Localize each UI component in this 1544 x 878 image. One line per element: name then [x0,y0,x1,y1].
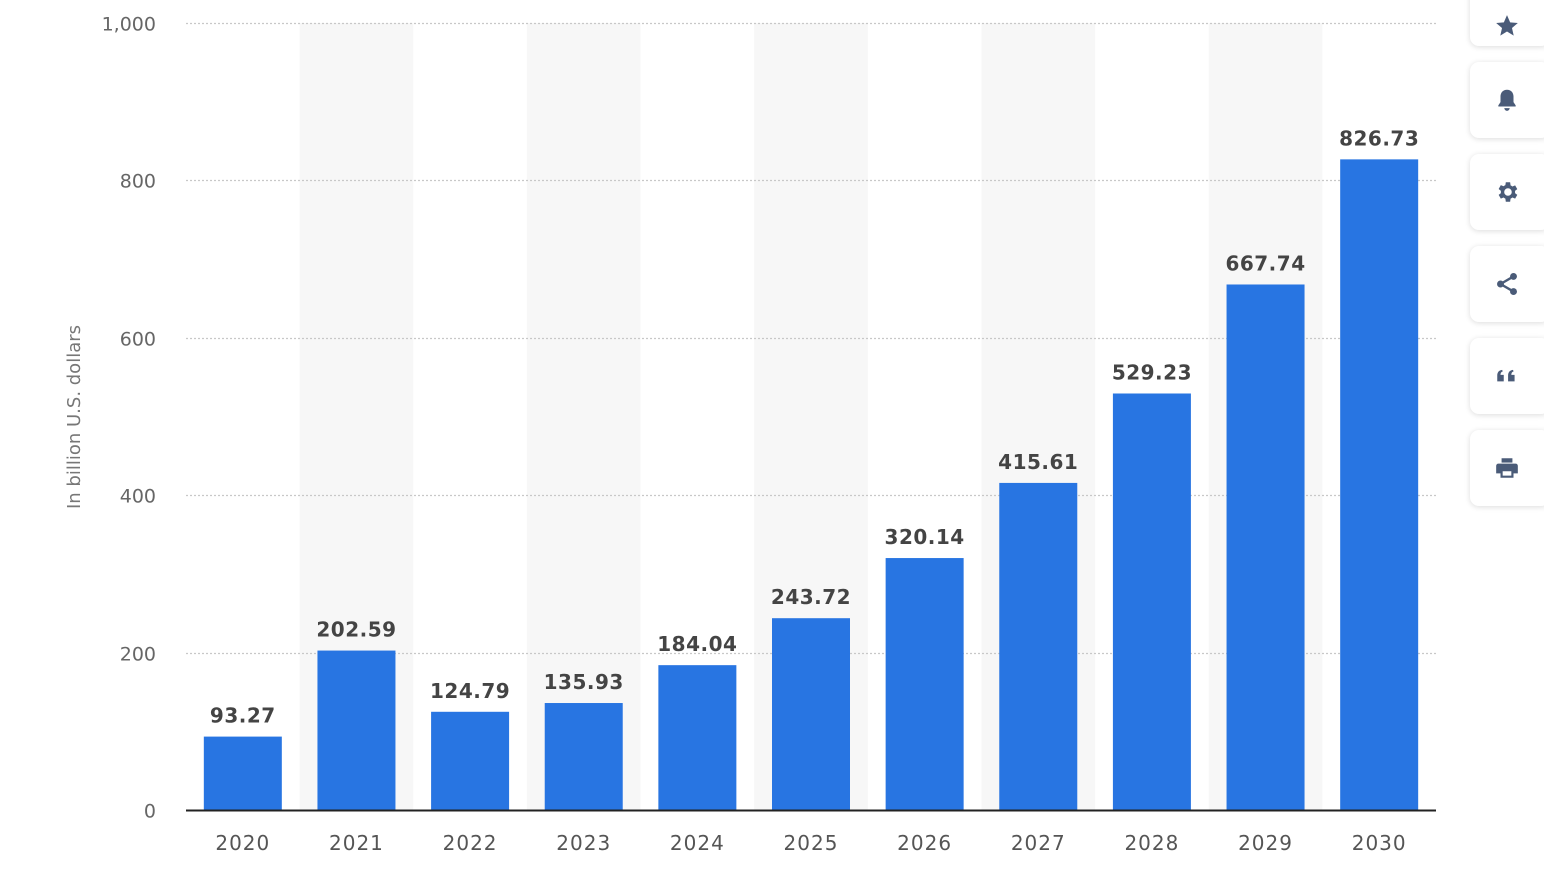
data-label-2022: 124.79 [430,679,510,703]
data-label-2023: 135.93 [544,670,624,694]
y-axis-ticks: 0 200 400 600 800 1,000 [102,14,156,823]
x-tick-label: 2030 [1352,831,1407,855]
bar-2026[interactable] [885,558,964,810]
data-label-2025: 243.72 [771,585,851,609]
x-tick-label: 2023 [556,831,611,855]
gear-icon [1493,178,1521,206]
bar-2029[interactable] [1226,284,1305,810]
bar-2021[interactable] [317,650,396,810]
notification-button[interactable] [1470,62,1544,138]
chart-area: 0 200 400 600 800 1,000 93.27 202.59 124.79 135.… [64,14,1436,855]
favorite-button[interactable] [1470,0,1544,46]
x-tick-label: 2027 [1011,831,1066,855]
x-tick-label: 2026 [897,831,952,855]
y-tick-label: 400 [120,486,156,508]
x-tick-label: 2025 [784,831,839,855]
x-tick-label: 2020 [215,831,270,855]
quote-icon [1493,362,1521,390]
data-label-2028: 529.23 [1112,360,1192,384]
data-label-2027: 415.61 [998,450,1078,474]
bar-2028[interactable] [1112,393,1191,810]
bar-2024[interactable] [658,665,737,810]
x-tick-label: 2028 [1124,831,1179,855]
data-label-2024: 184.04 [657,632,737,656]
print-icon [1493,454,1521,482]
background-band [526,23,641,810]
cite-button[interactable] [1470,338,1544,414]
bar-2022[interactable] [431,711,510,810]
print-button[interactable] [1470,430,1544,506]
y-tick-label: 800 [120,171,156,193]
bar-2023[interactable] [544,703,623,810]
data-labels: 93.27 202.59 124.79 135.93 184.04 243.72 320.1… [210,126,1419,727]
bar-2025[interactable] [772,618,850,810]
x-axis-ticks: 2020 2021 2022 2023 2024 2025 2026 2027 2028 2029… [215,831,1407,855]
data-label-2026: 320.14 [885,525,965,549]
data-label-2029: 667.74 [1225,251,1305,275]
share-icon [1493,270,1521,298]
x-tick-label: 2024 [670,831,725,855]
y-tick-label: 1,000 [102,14,156,36]
x-tick-label: 2029 [1238,831,1293,855]
settings-button[interactable] [1470,154,1544,230]
y-tick-label: 600 [120,329,156,351]
data-label-2020: 93.27 [210,704,276,728]
bar-2020[interactable] [203,736,282,810]
bar-2027[interactable] [999,482,1078,810]
y-tick-label: 200 [120,644,156,666]
bell-icon [1493,86,1521,114]
x-tick-label: 2021 [329,831,384,855]
data-label-2030: 826.73 [1339,126,1419,150]
y-axis-title: In billion U.S. dollars [64,325,85,509]
share-button[interactable] [1470,246,1544,322]
bar-chart: 0 200 400 600 800 1,000 93.27 202.59 124.79 135.… [64,14,1436,855]
bar-2030[interactable] [1340,159,1419,810]
x-tick-label: 2022 [443,831,498,855]
bars [203,159,1419,810]
y-tick-label: 0 [144,801,156,823]
data-label-2021: 202.59 [316,618,396,642]
chart-toolbar [1470,0,1544,878]
star-icon [1493,12,1521,40]
